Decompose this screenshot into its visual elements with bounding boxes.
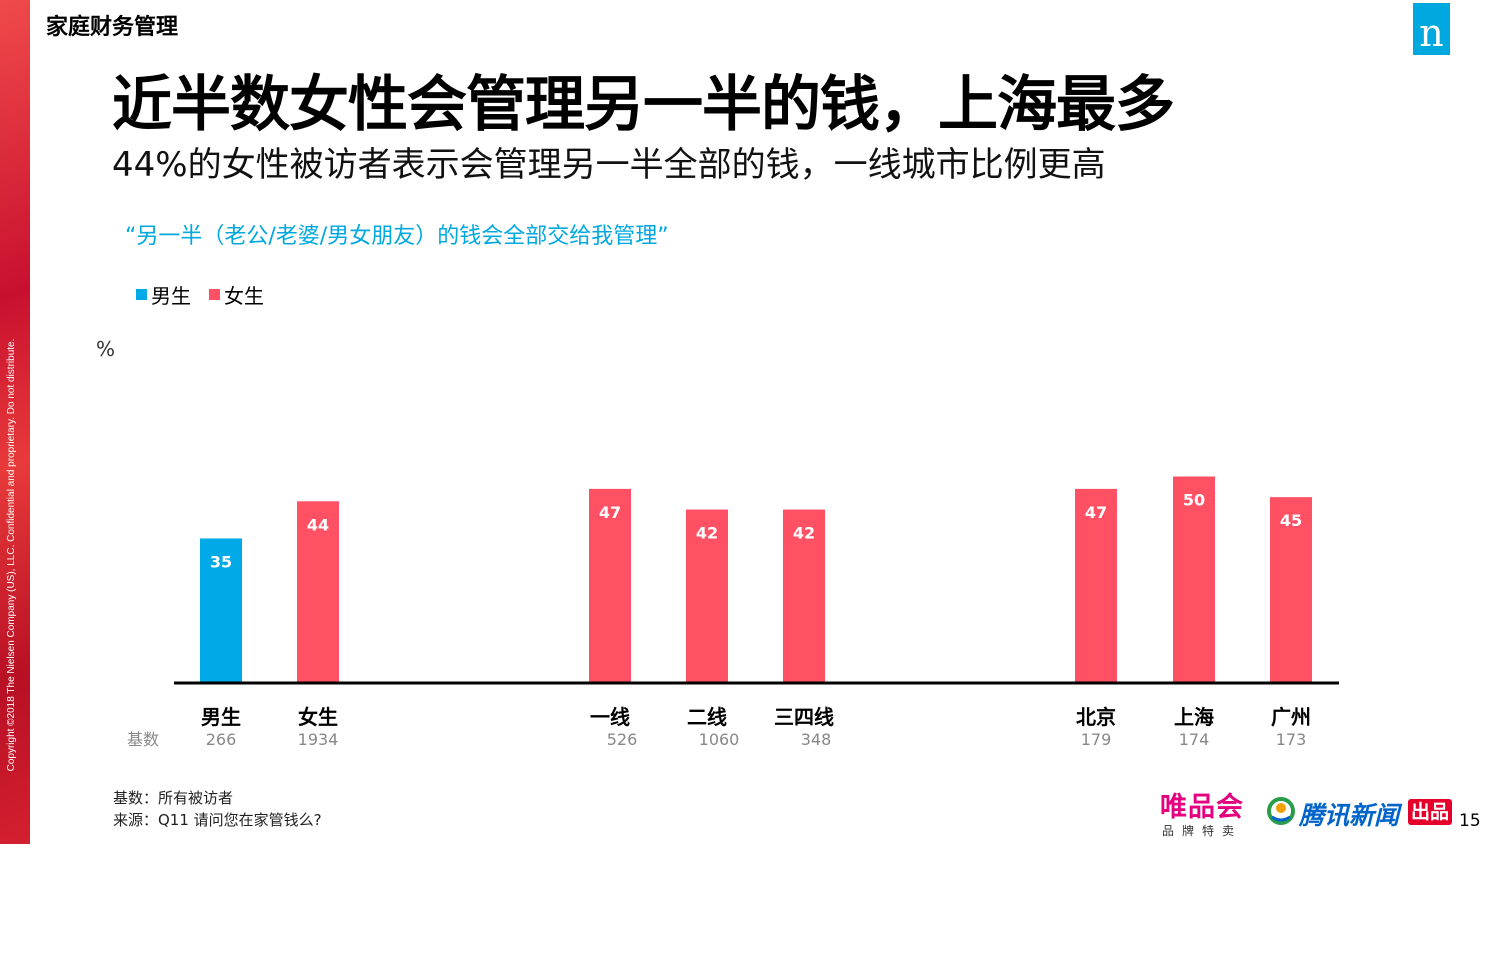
base-value: 1060: [699, 730, 740, 749]
bar-7: [1173, 476, 1215, 683]
data-label: 42: [696, 524, 718, 543]
legend-swatch-female: [209, 289, 220, 300]
question-quote: “另一半（老公/老婆/男女朋友）的钱会全部交给我管理”: [125, 224, 669, 249]
base-value: 173: [1276, 730, 1307, 749]
tencent-news-icon: [1267, 797, 1295, 825]
vip-logo: 唯品会: [1160, 792, 1244, 823]
data-label: 45: [1280, 511, 1302, 530]
bar-3: [589, 488, 631, 683]
category-label: 广州: [1271, 705, 1311, 729]
chupin-badge: 出品: [1408, 799, 1453, 825]
base-value: 179: [1081, 730, 1112, 749]
legend-item-male: 男生: [136, 280, 191, 309]
base-value: 266: [206, 730, 237, 749]
data-label: 42: [793, 524, 815, 543]
base-row-label: 基数: [127, 730, 159, 749]
legend-label-female: 女生: [224, 284, 264, 308]
category-label: 二线: [687, 705, 727, 729]
base-value: 526: [607, 730, 638, 749]
page-subtitle: 44%的女性被访者表示会管理另一半全部的钱，一线城市比例更高: [112, 145, 1106, 185]
base-value: 174: [1179, 730, 1210, 749]
footnote-source: 来源：Q11 请问您在家管钱么?: [113, 811, 322, 829]
legend-label-male: 男生: [151, 284, 191, 308]
bar-6: [1075, 488, 1117, 683]
category-label: 北京: [1076, 705, 1116, 729]
page-number: 15: [1459, 811, 1481, 831]
legend-swatch-male: [136, 289, 147, 300]
base-value: 1934: [298, 730, 339, 749]
bar-4: [686, 509, 728, 683]
chart-legend: 男生 女生: [136, 280, 264, 309]
data-label: 35: [210, 552, 232, 571]
nielsen-logo: n: [1413, 3, 1450, 55]
footnote-base: 基数：所有被访者: [113, 789, 234, 807]
legend-item-female: 女生: [209, 280, 264, 309]
category-label: 三四线: [774, 705, 834, 729]
data-label: 47: [1085, 503, 1107, 522]
bar-8: [1270, 497, 1312, 683]
section-title: 家庭财务管理: [46, 15, 179, 40]
unit-label: %: [96, 337, 116, 361]
page-title: 近半数女性会管理另一半的钱，上海最多: [112, 70, 1175, 140]
category-label: 男生: [201, 705, 241, 729]
category-label: 女生: [298, 705, 338, 729]
category-label: 上海: [1174, 705, 1214, 729]
category-label: 一线: [590, 705, 630, 729]
side-strip: Copyright ©2018 The Nielsen Company (US)…: [0, 0, 30, 844]
bar-5: [783, 509, 825, 683]
bar-2: [297, 501, 339, 683]
data-label: 50: [1183, 491, 1205, 510]
data-label: 44: [307, 515, 329, 534]
tencent-news-logo: 腾讯新闻: [1299, 801, 1400, 830]
bar-1: [200, 538, 242, 683]
base-value: 348: [801, 730, 832, 749]
data-label: 47: [599, 503, 621, 522]
vip-logo-subtitle: 品牌特卖: [1162, 824, 1243, 838]
